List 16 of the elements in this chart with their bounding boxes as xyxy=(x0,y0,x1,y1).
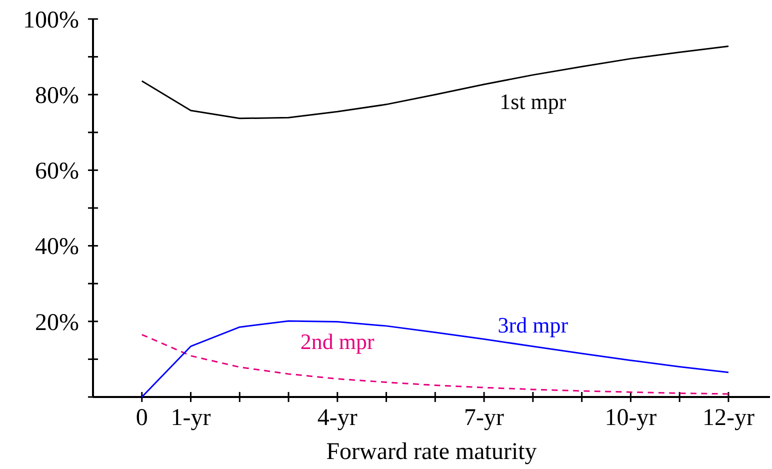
y-tick-label: 60% xyxy=(35,158,79,185)
y-tick-label: 100% xyxy=(23,7,79,34)
y-tick-label: 40% xyxy=(35,234,79,260)
x-tick-label: 0 xyxy=(136,405,148,431)
series-label: 3rd mpr xyxy=(498,312,569,338)
line-series xyxy=(141,45,730,120)
x-tick-label: 7-yr xyxy=(464,405,504,431)
x-tick-label: 4-yr xyxy=(317,405,358,431)
y-tick-label: 20% xyxy=(35,310,79,336)
series-label: 1st mpr xyxy=(500,88,567,114)
x-tick-label: 1-yr xyxy=(170,405,211,431)
x-tick-label: 12-yr xyxy=(702,405,754,431)
x-axis-title: Forward rate maturity xyxy=(326,439,537,465)
y-tick-label: 80% xyxy=(35,83,79,109)
x-tick-label: 10-yr xyxy=(604,405,657,431)
series-label: 2nd mpr xyxy=(300,328,376,354)
